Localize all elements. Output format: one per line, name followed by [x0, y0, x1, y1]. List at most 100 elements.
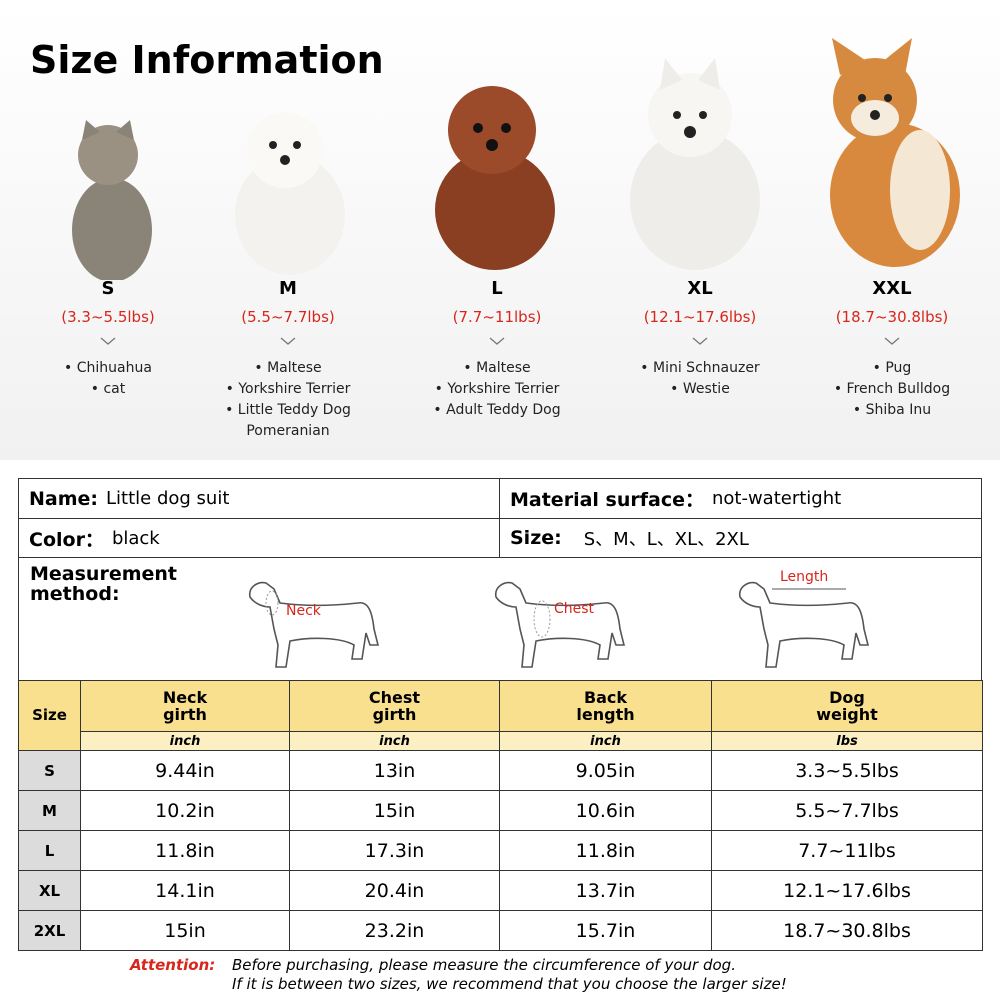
size-name: S — [101, 278, 115, 299]
size-cell: L — [18, 830, 81, 871]
pet-photos — [72, 38, 960, 280]
value-cell: 3.3~5.5lbs — [711, 750, 983, 791]
breed: • Maltese — [254, 360, 322, 376]
color-cell: Color： black — [18, 518, 500, 558]
chevron — [884, 337, 900, 345]
chevron — [280, 337, 296, 345]
value-cell: 15.7in — [499, 910, 712, 951]
breed: • cat — [90, 381, 126, 397]
size-cell: M — [18, 790, 81, 831]
column-header: Dog weight — [711, 680, 983, 732]
size-column: XL (12.1~17.6lbs) • Mini Schnauzer • Westie — [600, 278, 800, 400]
data-row: 2XL 15in 23.2in 15.7in 18.7~30.8lbs — [18, 910, 983, 951]
attention-label: Attention: — [130, 956, 216, 974]
value: black — [111, 527, 160, 549]
size-name: L — [491, 278, 503, 299]
value-cell: 10.2in — [80, 790, 290, 831]
breed: • Mini Schnauzer — [640, 360, 760, 376]
table-body: Size Neck girth Chest girth Back length Dog … — [18, 680, 983, 951]
chevron — [100, 337, 116, 345]
size-table: Size Neck girth Chest girth Back length Dog … — [18, 680, 983, 951]
label: Color： — [29, 528, 104, 551]
poodle — [435, 86, 555, 270]
title: Size Information — [30, 38, 384, 82]
breed: • Adult Teddy Dog — [433, 402, 561, 418]
size-cell: Size: S、M、L、XL、2XL — [499, 518, 982, 558]
unit: inch — [80, 731, 290, 751]
data-row: XL 14.1in 20.4in 13.7in 12.1~17.6lbs — [18, 870, 983, 911]
shiba — [830, 38, 960, 267]
label: Name: — [29, 487, 99, 510]
value-cell: 15in — [80, 910, 290, 951]
breed: • Little Teddy Dog — [225, 402, 351, 418]
label: Size: — [510, 527, 562, 549]
breed: • Yorkshire Terrier — [225, 381, 351, 397]
value-cell: 11.8in — [80, 830, 290, 871]
diagram-label: Chest — [554, 601, 595, 617]
value-cell: 15in — [289, 790, 500, 831]
diagram-label: Neck — [286, 603, 322, 619]
unit: lbs — [711, 731, 983, 751]
size-name: M — [279, 278, 297, 299]
breed: • Chihuahua — [64, 360, 152, 376]
weight-range: (12.1~17.6lbs) — [643, 308, 757, 326]
measurement-diagrams: Neck Chest Length — [248, 569, 869, 668]
value-cell: 5.5~7.7lbs — [711, 790, 983, 831]
neck-diagram: Neck — [248, 581, 379, 668]
attention-text: Before purchasing, please measure the ci… — [232, 956, 787, 994]
data-row: M 10.2in 15in 10.6in 5.5~7.7lbs — [18, 790, 983, 831]
size-column: XXL (18.7~30.8lbs) • Pug • French Bulldog • … — [792, 278, 992, 421]
breed: Pomeranian — [246, 423, 330, 439]
attention: Attention: — [130, 956, 215, 974]
pomeranian — [235, 112, 345, 275]
name-cell: Name: Little dog suit — [18, 478, 500, 519]
unit-row: inch inch inch lbs — [19, 731, 983, 751]
value-cell: 11.8in — [499, 830, 712, 871]
attention-line: Before purchasing, please measure the ci… — [232, 956, 736, 974]
breed: • Pug — [872, 360, 912, 376]
value-cell: 10.6in — [499, 790, 712, 831]
weight-range: (5.5~7.7lbs) — [241, 308, 335, 326]
breed: • Westie — [670, 381, 730, 397]
breed: • Shiba Inu — [852, 402, 932, 418]
value-cell: 12.1~17.6lbs — [711, 870, 983, 911]
length-diagram: Length — [738, 569, 869, 668]
size-column: S (3.3~5.5lbs) • Chihuahua • cat — [8, 278, 208, 400]
header-row: Size Neck girth Chest girth Back length Dog … — [18, 680, 983, 751]
data-row: L 11.8in 17.3in 11.8in 7.7~11lbs — [18, 830, 983, 871]
label: Material surface： — [510, 489, 704, 511]
value-cell: 23.2in — [289, 910, 500, 951]
chevron — [489, 337, 505, 345]
size-name: XL — [687, 278, 713, 299]
value: S、M、L、XL、2XL — [583, 529, 749, 550]
value: not-watertight — [711, 488, 842, 509]
weight-range: (18.7~30.8lbs) — [835, 308, 949, 326]
weight-range: (3.3~5.5lbs) — [61, 308, 155, 326]
westie — [630, 58, 760, 270]
value: Little dog suit — [106, 488, 230, 509]
label-line: Measurement — [30, 563, 177, 585]
column-header: Chest girth — [289, 680, 500, 732]
value-cell: 9.05in — [499, 750, 712, 791]
material-cell: Material surface： not-watertight — [499, 478, 982, 519]
column-header: Back length — [499, 680, 712, 732]
chevron — [692, 337, 708, 345]
value-cell: 13in — [289, 750, 500, 791]
value-cell: 18.7~30.8lbs — [711, 910, 983, 951]
diagram-label: Length — [780, 569, 828, 585]
chest-diagram: Chest — [494, 581, 625, 668]
measurement-label: Measurement method: — [30, 564, 177, 604]
cat — [72, 120, 152, 280]
value-cell: 13.7in — [499, 870, 712, 911]
label-line: method: — [30, 583, 120, 605]
value-cell: 7.7~11lbs — [711, 830, 983, 871]
value-cell: 20.4in — [289, 870, 500, 911]
size-cell: XL — [18, 870, 81, 911]
value-cell: 17.3in — [289, 830, 500, 871]
attention-line: If it is between two sizes, we recommend… — [232, 975, 787, 993]
breed: • Yorkshire Terrier — [434, 381, 560, 397]
column-header: Size — [18, 680, 81, 751]
breed: • Maltese — [463, 360, 531, 376]
value-cell: 9.44in — [80, 750, 290, 791]
